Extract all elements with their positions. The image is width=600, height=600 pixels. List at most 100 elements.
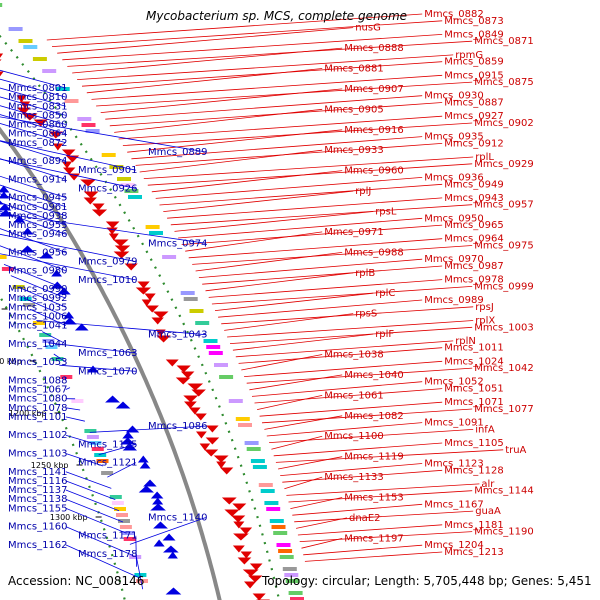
forward-gene-label: Mmcs_1071	[444, 397, 504, 408]
forward-leader-line	[192, 245, 473, 265]
forward-gene-label: Mmcs_0949	[444, 179, 504, 190]
forward-gene-arrow	[137, 281, 150, 289]
reverse-gene-arrow	[105, 395, 120, 403]
reverse-leader-line	[65, 480, 116, 500]
forward-leader-line	[282, 469, 443, 483]
forward-gene-arrow	[17, 107, 31, 115]
forward-gene-label: rplB	[355, 268, 375, 279]
forward-leader-line	[195, 252, 343, 272]
forward-gene-arrow	[165, 359, 179, 367]
reverse-leader-line	[65, 526, 134, 556]
backbone-circle	[0, 126, 222, 600]
forward-gene-arrow	[244, 581, 257, 589]
forward-gene-label: Mmcs_0888	[344, 43, 404, 54]
forward-gene-label: truA	[505, 445, 526, 456]
forward-gene-arrow	[189, 407, 201, 415]
reverse-gene-arrow	[57, 287, 71, 295]
reverse-cog-block	[51, 357, 64, 361]
forward-cog-block	[290, 597, 304, 600]
tick-label: 1150 kbp	[0, 357, 22, 366]
reverse-gene-label: Mmcs_1102	[8, 430, 68, 441]
forward-gene-label: rplN	[455, 336, 476, 347]
forward-gene-arrow	[83, 197, 97, 205]
forward-gene-arrow	[194, 413, 207, 421]
reverse-gene-label: Mmcs_0864	[8, 129, 68, 140]
forward-cog-block	[180, 291, 195, 295]
forward-gene-label: Mmcs_1204	[424, 540, 484, 551]
forward-leader-line	[241, 354, 323, 371]
reverse-leader-line	[89, 425, 206, 433]
forward-gene-arrow	[151, 317, 164, 325]
reverse-gene-label: Mmcs_1178	[78, 549, 138, 560]
forward-gene-label: Mmcs_1144	[474, 486, 534, 497]
reverse-leader-line	[65, 471, 112, 489]
forward-cog-block	[42, 69, 57, 73]
reverse-cog-block	[89, 441, 102, 445]
forward-gene-arrow	[232, 503, 247, 511]
forward-gene-arrow	[216, 461, 227, 469]
forward-gene-arrow	[196, 431, 207, 439]
forward-leader-line	[244, 360, 443, 377]
forward-gene-label: Mmcs_0912	[444, 138, 504, 149]
forward-cog-block	[183, 297, 198, 301]
forward-gene-label: Mmcs_1003	[474, 322, 534, 333]
forward-gene-label: Mmcs_1038	[324, 350, 384, 361]
forward-gene-arrow	[92, 203, 105, 211]
reverse-leader-line	[65, 489, 120, 512]
forward-gene-label: Mmcs_0849	[444, 29, 504, 40]
forward-gene-label: rplC	[375, 288, 395, 299]
reverse-gene-label: Mmcs_0974	[148, 238, 208, 249]
reverse-gene-label: Mmcs_0946	[8, 229, 68, 240]
forward-cog-block	[101, 153, 116, 157]
reverse-gene-label: Mmcs_1078	[8, 403, 68, 414]
forward-cog-block	[214, 363, 228, 367]
forward-gene-arrow	[248, 575, 263, 583]
reverse-gene-arrow	[137, 455, 149, 463]
reverse-cog-block	[111, 501, 124, 505]
map-title: Mycobacterium sp. MCS, complete genome	[146, 9, 408, 23]
reverse-leader-line	[0, 140, 66, 162]
forward-leader-line	[155, 177, 423, 199]
forward-cog-block	[128, 195, 142, 199]
forward-gene-arrow	[183, 395, 199, 403]
forward-gene-arrow	[191, 389, 206, 397]
reverse-gene-label: Mmcs_1138	[8, 494, 68, 505]
forward-cog-block	[276, 543, 291, 547]
forward-gene-arrow	[213, 455, 229, 463]
reverse-gene-label: Mmcs_0894	[8, 156, 68, 167]
forward-leader-line	[275, 449, 504, 463]
reverse-cog-block	[42, 339, 55, 343]
forward-cog-block	[285, 579, 300, 583]
forward-gene-label: rpsL	[375, 207, 397, 218]
forward-gene-arrow	[232, 545, 245, 553]
reverse-cog-block	[118, 519, 130, 523]
forward-leader-line	[139, 149, 323, 173]
reverse-cog-block	[1, 267, 14, 271]
forward-leader-line	[208, 279, 443, 298]
reverse-leader-line	[135, 553, 144, 590]
forward-gene-label: Mmcs_0960	[344, 166, 404, 177]
forward-leader-line	[185, 231, 323, 252]
reverse-gene-arrow	[153, 539, 165, 547]
forward-gene-label: Mmcs_0902	[474, 118, 534, 129]
forward-leader-line	[261, 408, 473, 424]
reverse-gene-arrow	[122, 431, 134, 439]
reverse-gene-label: Mmcs_0990	[8, 284, 68, 295]
forward-leader-line	[100, 88, 343, 113]
forward-gene-arrow	[175, 377, 191, 385]
forward-cog-block	[162, 255, 177, 259]
reverse-gene-label: Mmcs_1101	[8, 412, 68, 423]
reverse-leader-line	[0, 175, 66, 198]
forward-cog-block	[260, 489, 275, 493]
forward-gene-label: infA	[475, 424, 495, 435]
reverse-gene-arrow	[87, 365, 99, 373]
forward-leader-line	[205, 272, 354, 292]
forward-leader-line	[297, 524, 443, 536]
forward-gene-label: Mmcs_1040	[344, 370, 404, 381]
forward-gene-label: Mmcs_1082	[344, 411, 404, 422]
forward-gene-arrow	[233, 533, 249, 541]
reverse-leader-line	[135, 535, 137, 567]
reverse-gene-label: Mmcs_0850	[8, 110, 68, 121]
reverse-cog-block	[91, 447, 104, 451]
